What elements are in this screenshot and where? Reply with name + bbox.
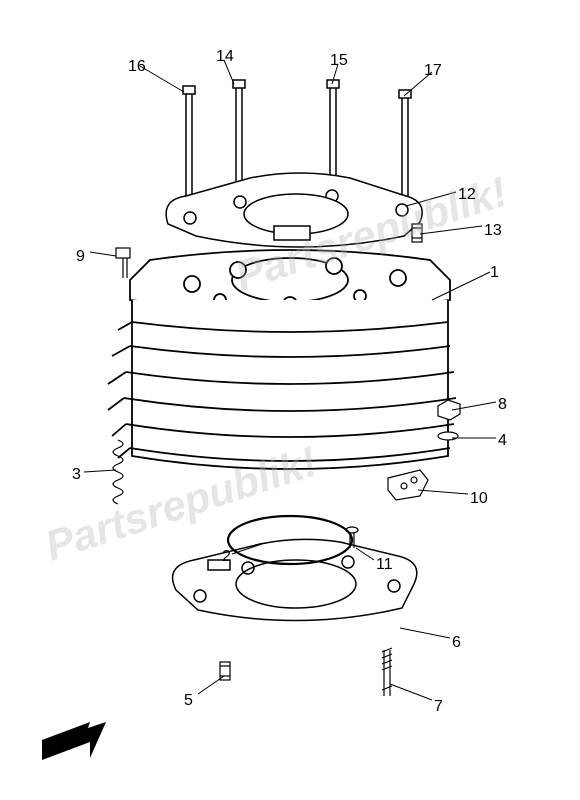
callout-6: 6: [452, 634, 461, 652]
callout-8: 8: [498, 396, 507, 414]
callout-5: 5: [184, 692, 193, 710]
callout-9: 9: [76, 248, 85, 266]
callout-10: 10: [470, 490, 488, 508]
callout-14: 14: [216, 48, 234, 66]
callout-12: 12: [458, 186, 476, 204]
callout-15: 15: [330, 52, 348, 70]
diagram-svg: [0, 0, 580, 800]
callout-11: 11: [376, 556, 393, 574]
callout-13: 13: [484, 222, 502, 240]
callout-2: 2: [222, 548, 231, 566]
callout-17: 17: [424, 62, 442, 80]
callout-3: 3: [72, 466, 81, 484]
callout-16: 16: [128, 58, 146, 76]
callout-7: 7: [434, 698, 443, 716]
callout-4: 4: [498, 432, 507, 450]
callout-1: 1: [490, 264, 499, 282]
cylinder-diagram: Partsrepublik! Partsrepublik! 1234567891…: [0, 0, 580, 800]
